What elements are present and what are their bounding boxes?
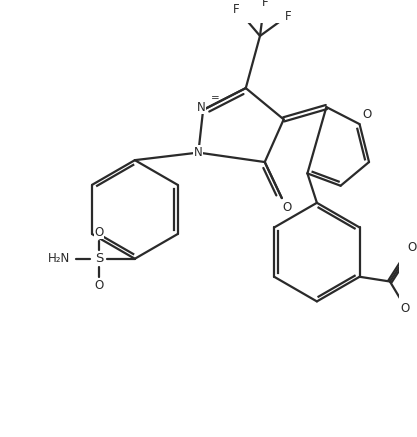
Text: O: O [94,225,103,239]
Text: O: O [94,279,103,292]
Text: N: N [194,146,203,159]
Text: O: O [400,302,410,315]
Text: N: N [197,101,206,114]
Text: F: F [233,3,240,16]
Text: =: = [211,94,219,104]
Text: O: O [362,108,372,121]
Text: O: O [283,201,292,214]
Text: S: S [95,252,103,265]
Text: O: O [407,241,416,254]
Text: F: F [285,10,292,24]
Text: F: F [261,0,268,9]
Text: H₂N: H₂N [48,252,70,265]
